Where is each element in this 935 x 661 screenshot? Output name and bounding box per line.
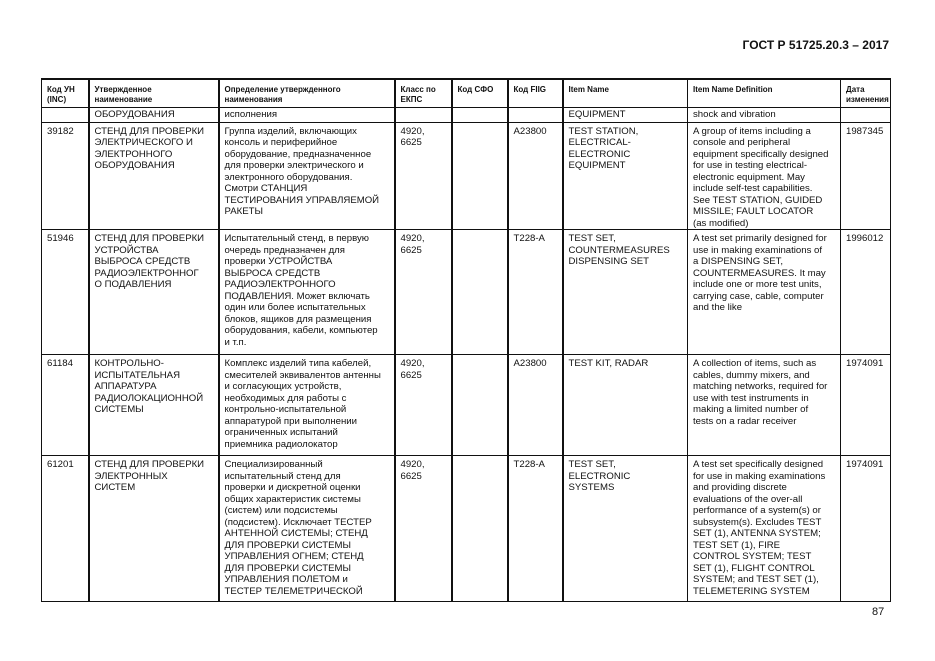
cell-class: 4920, 6625: [393, 354, 452, 456]
cell-item-definition: A test set primarily designed for use in…: [687, 229, 841, 355]
cell-item-definition: A test set specifically designed for use…: [687, 455, 841, 602]
cell-class: [393, 106, 452, 123]
table-row: 61201 СТЕНД ДЛЯ ПРОВЕРКИ ЭЛЕКТРОННЫХ СИСТ…: [41, 455, 891, 602]
table-row: ОБОРУДОВАНИЯ исполнения EQUIPMENT shock and…: [41, 106, 891, 123]
col-header-item-definition: Item Name Definition: [687, 78, 841, 108]
cell-sfo: [450, 121, 508, 230]
cell-inc: 61184: [41, 354, 89, 456]
page-number: 87: [872, 606, 885, 618]
cell-class: 4920, 6625: [393, 455, 452, 602]
cell-definition: Испытательный стенд, в первую очередь пр…: [217, 229, 395, 355]
cell-item-name: TEST STATION, ELECTRICAL- ELECTRONIC EQU…: [561, 121, 688, 230]
cell-date: 1974091: [840, 354, 891, 456]
cell-approved-name: СТЕНД ДЛЯ ПРОВЕРКИ ЭЛЕКТРИЧЕСКОГО И ЭЛЕК…: [87, 121, 219, 230]
cell-sfo: [450, 455, 508, 602]
cell-approved-name: СТЕНД ДЛЯ ПРОВЕРКИ УСТРОЙСТВА ВЫБРОСА СР…: [87, 229, 219, 355]
catalog-table: Код УН (INC) Утвержденное наименование О…: [41, 78, 891, 602]
cell-inc: 39182: [41, 121, 89, 230]
cell-fiig: A23800: [506, 121, 563, 230]
cell-fiig: A23800: [506, 354, 563, 456]
table-row: 51946 СТЕНД ДЛЯ ПРОВЕРКИ УСТРОЙСТВА ВЫБРО…: [41, 229, 891, 355]
cell-class: 4920, 6625: [393, 229, 452, 355]
cell-sfo: [450, 106, 508, 123]
col-header-class: Класс по ЕКПС: [393, 78, 452, 108]
col-header-approved-name: Утвержденное наименование: [87, 78, 219, 108]
cell-item-definition: A group of items including a console and…: [687, 121, 841, 230]
cell-date: 1974091: [840, 455, 891, 602]
col-header-item-name: Item Name: [561, 78, 688, 108]
col-header-sfo: Код СФО: [450, 78, 508, 108]
table-row: 39182 СТЕНД ДЛЯ ПРОВЕРКИ ЭЛЕКТРИЧЕСКОГО И…: [41, 121, 891, 230]
table-header-row: Код УН (INC) Утвержденное наименование О…: [41, 78, 891, 108]
cell-definition: исполнения: [217, 106, 395, 123]
table-row: 61184 КОНТРОЛЬНО- ИСПЫТАТЕЛЬНАЯ АППАРАТУР…: [41, 354, 891, 456]
cell-inc: [41, 106, 89, 123]
cell-approved-name: ОБОРУДОВАНИЯ: [87, 106, 219, 123]
cell-class: 4920, 6625: [393, 121, 452, 230]
cell-item-name: TEST SET, COUNTERMEASURES DISPENSING SET: [561, 229, 688, 355]
cell-item-definition: A collection of items, such as cables, d…: [687, 354, 841, 456]
cell-date: [840, 106, 891, 123]
cell-definition: Специализированный испытательный стенд д…: [217, 455, 395, 602]
cell-date: 1987345: [840, 121, 891, 230]
cell-date: 1996012: [840, 229, 891, 355]
col-header-inc: Код УН (INC): [41, 78, 89, 108]
cell-inc: 51946: [41, 229, 89, 355]
cell-fiig: T228-A: [506, 455, 563, 602]
col-header-definition: Определение утвержденного наименования: [217, 78, 395, 108]
cell-approved-name: СТЕНД ДЛЯ ПРОВЕРКИ ЭЛЕКТРОННЫХ СИСТЕМ: [87, 455, 219, 602]
cell-inc: 61201: [41, 455, 89, 602]
col-header-date: Дата изменения: [840, 78, 891, 108]
cell-fiig: T228-A: [506, 229, 563, 355]
cell-approved-name: КОНТРОЛЬНО- ИСПЫТАТЕЛЬНАЯ АППАРАТУРА РАД…: [87, 354, 219, 456]
cell-sfo: [450, 229, 508, 355]
document-title: ГОСТ Р 51725.20.3 – 2017: [742, 38, 889, 52]
cell-item-name: EQUIPMENT: [561, 106, 688, 123]
cell-item-name: TEST SET, ELECTRONIC SYSTEMS: [561, 455, 688, 602]
cell-definition: Группа изделий, включающих консоль и пер…: [217, 121, 395, 230]
cell-item-definition: shock and vibration: [687, 106, 841, 123]
cell-item-name: TEST KIT, RADAR: [561, 354, 688, 456]
cell-sfo: [450, 354, 508, 456]
cell-definition: Комплекс изделий типа кабелей, смесителе…: [217, 354, 395, 456]
col-header-fiig: Код FIIG: [506, 78, 563, 108]
cell-fiig: [506, 106, 563, 123]
